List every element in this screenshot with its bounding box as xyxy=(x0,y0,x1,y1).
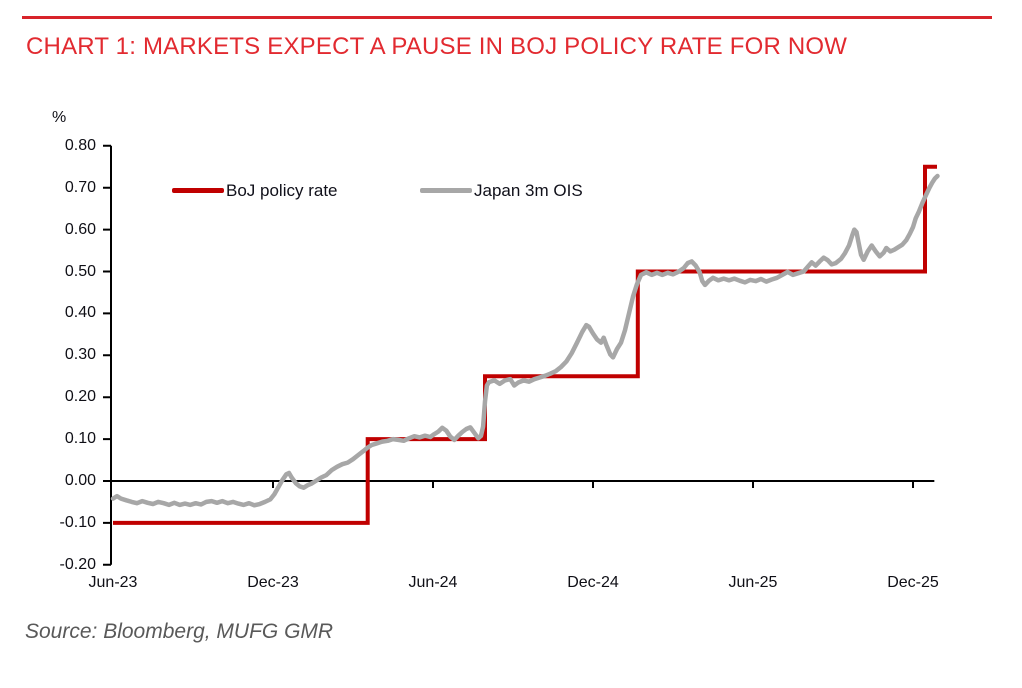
y-axis-ticks xyxy=(103,144,111,566)
source-note: Source: Bloomberg, MUFG GMR xyxy=(25,620,334,643)
y-tick-label: 0.20 xyxy=(64,388,96,406)
y-tick-label: -0.10 xyxy=(59,513,96,531)
legend-label-boj-policy-rate: BoJ policy rate xyxy=(226,180,338,200)
y-tick-label: 0.30 xyxy=(64,346,96,364)
y-tick-label: 0.80 xyxy=(64,136,96,154)
boj-policy-rate-line xyxy=(113,164,937,525)
title-rule xyxy=(22,16,992,19)
y-tick-label: 0.70 xyxy=(64,178,96,196)
x-tick-label: Jun-23 xyxy=(88,574,138,591)
legend-item-japan-3m-ois: Japan 3m OIS xyxy=(420,180,583,200)
y-tick-label: 0.00 xyxy=(64,472,96,489)
x-tick-label: Dec-23 xyxy=(247,574,299,591)
y-axis-unit-label: % xyxy=(52,109,67,126)
x-tick-label: Dec-25 xyxy=(887,574,939,591)
y-tick-label: -0.20 xyxy=(59,555,96,573)
legend-label-japan-3m-ois: Japan 3m OIS xyxy=(474,180,583,200)
y-tick-label: 0.40 xyxy=(64,304,96,322)
x-tick-label: Jun-25 xyxy=(728,574,778,591)
x-axis-ticks xyxy=(272,481,915,488)
x-tick-label: Dec-24 xyxy=(567,574,619,591)
chart-title: CHART 1: MARKETS EXPECT A PAUSE IN BOJ P… xyxy=(26,33,848,60)
y-tick-label: 0.50 xyxy=(64,262,96,280)
x-tick-label: Jun-24 xyxy=(408,574,458,591)
y-tick-label: 0.10 xyxy=(64,430,96,448)
y-tick-label: 0.60 xyxy=(64,220,96,238)
boj-policy-rate-swatch xyxy=(172,188,224,193)
japan-3m-ois-swatch xyxy=(420,188,472,193)
legend-item-boj-policy-rate: BoJ policy rate xyxy=(172,180,338,200)
japan-3m-ois-line xyxy=(110,173,940,508)
